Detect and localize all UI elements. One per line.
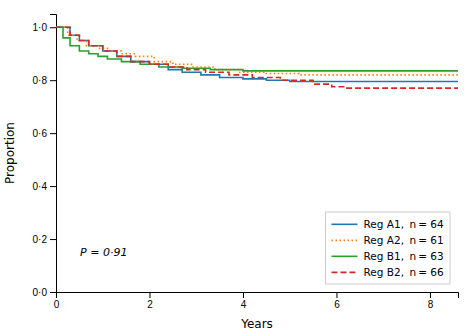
legend-label: Reg B1, n = 63 — [363, 250, 443, 262]
y-tick: 1·0 — [33, 22, 56, 33]
y-tick-label: 0·8 — [33, 75, 48, 86]
y-tick-mark — [50, 133, 56, 134]
y-tick: 0·8 — [33, 75, 56, 86]
legend-swatch — [331, 272, 357, 274]
series-line — [56, 27, 458, 88]
y-axis-title: Proportion — [3, 122, 17, 184]
y-tick-mark — [50, 27, 56, 28]
y-tick: 0·0 — [33, 287, 56, 298]
x-tick-label: 8 — [428, 299, 434, 310]
x-tick: 8 — [428, 292, 434, 310]
y-tick-mark — [50, 239, 56, 240]
lines — [56, 27, 458, 88]
x-tick: 0 — [54, 292, 60, 310]
y-tick-label: 0·2 — [33, 234, 48, 245]
legend: Reg A1, n = 64 Reg A2, n = 61 Reg B1, n = … — [325, 212, 450, 284]
x-axis: 0 2 4 6 8 — [54, 292, 459, 310]
series-line — [56, 27, 458, 71]
y-tick: 0·2 — [33, 234, 56, 245]
legend-swatch — [331, 240, 357, 242]
plot: 0 2 4 6 8 0·0 0·2 0·4 0·6 0·8 1·0 P = 0·91 Reg A1, n… — [33, 15, 459, 311]
y-tick-label: 0·4 — [33, 181, 48, 192]
legend-label: Reg A2, n = 61 — [363, 234, 443, 246]
y-tick-label: 1·0 — [33, 22, 48, 33]
x-tick: 2 — [147, 292, 153, 310]
x-tick: 6 — [334, 292, 340, 310]
x-tick-mark — [336, 292, 337, 298]
x-axis-title: Years — [240, 317, 273, 331]
legend-item: Reg A2, n = 61 — [331, 234, 443, 246]
legend-label: Reg B2, n = 66 — [363, 266, 444, 278]
y-tick-mark — [50, 186, 56, 187]
x-tick-label: 6 — [334, 299, 340, 310]
x-tick-label: 0 — [54, 299, 60, 310]
y-tick-mark — [50, 292, 56, 293]
legend-swatch — [331, 256, 357, 258]
x-tick-label: 2 — [147, 299, 153, 310]
x-tick-mark — [149, 292, 150, 298]
x-axis-line — [57, 293, 459, 299]
x-tick-mark — [243, 292, 244, 298]
legend-item: Reg B1, n = 63 — [331, 250, 443, 262]
legend-label: Reg A1, n = 64 — [363, 218, 443, 230]
legend-swatch — [331, 224, 357, 226]
legend-item: Reg B2, n = 66 — [331, 266, 444, 278]
chart: 0 2 4 6 8 0·0 0·2 0·4 0·6 0·8 1·0 P = 0·91 Reg A1, n… — [0, 0, 474, 336]
x-tick-label: 4 — [241, 299, 247, 310]
y-axis: 0·0 0·2 0·4 0·6 0·8 1·0 — [33, 15, 57, 298]
y-tick-mark — [50, 80, 56, 81]
annotation: P = 0·91 — [80, 246, 127, 259]
series-line — [56, 27, 458, 81]
y-tick: 0·4 — [33, 181, 56, 192]
x-tick-mark — [430, 292, 431, 298]
y-axis-line — [50, 15, 57, 293]
y-tick-label: 0·0 — [33, 287, 48, 298]
legend-item: Reg A1, n = 64 — [331, 218, 443, 230]
y-tick-label: 0·6 — [33, 128, 48, 139]
y-tick: 0·6 — [33, 128, 56, 139]
legend-box — [325, 212, 450, 284]
x-tick: 4 — [241, 292, 247, 310]
